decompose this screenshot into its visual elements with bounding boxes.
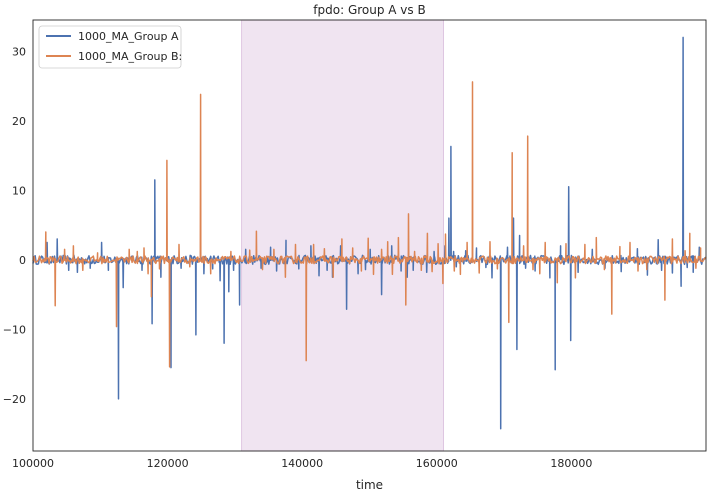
highlight-span — [241, 19, 444, 452]
plot-frame — [32, 19, 707, 452]
x-axis-title: time — [356, 478, 383, 492]
x-tick-label: 180000 — [550, 457, 592, 470]
legend-label-group-a: 1000_MA_Group A — [78, 30, 179, 43]
x-tick-label: 160000 — [416, 457, 458, 470]
legend-box — [38, 25, 182, 69]
y-tick-label: 30 — [12, 45, 26, 58]
series-layer — [32, 36, 707, 430]
y-tick-label: −10 — [3, 323, 26, 336]
series-line-group-b — [32, 81, 707, 368]
y-tick-label: −20 — [3, 393, 26, 406]
x-tick-label: 100000 — [12, 457, 54, 470]
y-tick-label: 20 — [12, 115, 26, 128]
legend-label-group-b: 1000_MA_Group B: — [78, 50, 182, 63]
chart-title: fpdo: Group A vs B — [313, 3, 425, 17]
y-tick-label: 10 — [12, 184, 26, 197]
y-tick-label: 0 — [19, 254, 26, 267]
legend: 1000_MA_Group A 1000_MA_Group B: — [38, 25, 182, 69]
x-tick-label: 120000 — [147, 457, 189, 470]
x-tick-label: 140000 — [281, 457, 323, 470]
x-axis-ticks: 100000 120000 140000 160000 180000 — [12, 457, 592, 470]
y-axis-ticks: −20 −10 0 10 20 30 — [3, 45, 26, 406]
